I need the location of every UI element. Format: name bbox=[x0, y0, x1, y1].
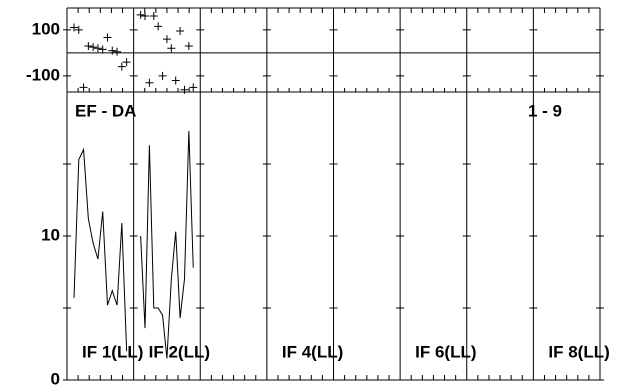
phase-point bbox=[122, 58, 131, 67]
annotation: 1 - 9 bbox=[528, 101, 562, 120]
amplitude-line bbox=[73, 147, 128, 352]
phase-point bbox=[154, 22, 163, 31]
phase-tick-label: -100 bbox=[26, 65, 60, 84]
phase-point bbox=[145, 78, 154, 87]
phase-point bbox=[136, 10, 145, 19]
annotation: EF - DA bbox=[75, 101, 136, 120]
phase-point bbox=[98, 45, 107, 54]
phase-point bbox=[89, 43, 98, 52]
phase-point bbox=[141, 12, 150, 21]
phase-point bbox=[162, 35, 171, 44]
phase-point bbox=[93, 44, 102, 53]
phase-point bbox=[84, 41, 93, 50]
phase-point bbox=[103, 33, 112, 42]
phase-point bbox=[79, 83, 88, 92]
phase-tick-label: 100 bbox=[32, 19, 60, 38]
panel-label: IF 6(LL) bbox=[415, 342, 476, 361]
phase-point bbox=[74, 25, 83, 34]
y-tick-label: 10 bbox=[41, 225, 60, 244]
phase-point bbox=[167, 44, 176, 53]
phase-point bbox=[149, 12, 158, 21]
phase-point bbox=[108, 46, 117, 55]
panel-label: IF 4(LL) bbox=[282, 342, 343, 361]
phase-point bbox=[176, 27, 185, 36]
panel-label: IF 8(LL) bbox=[548, 342, 609, 361]
phase-point bbox=[117, 62, 126, 71]
phase-point bbox=[158, 71, 167, 80]
panel-label: IF 1(LL) bbox=[82, 342, 143, 361]
phase-point bbox=[171, 76, 180, 85]
y-tick-label: 0 bbox=[51, 369, 60, 387]
phase-point bbox=[184, 41, 193, 50]
phase-point bbox=[70, 23, 78, 32]
phase-point bbox=[180, 85, 189, 94]
phase-point bbox=[189, 83, 198, 92]
phase-point bbox=[113, 47, 122, 56]
panel-label: IF 2(LL) bbox=[149, 342, 210, 361]
amplitude-line bbox=[140, 130, 194, 359]
